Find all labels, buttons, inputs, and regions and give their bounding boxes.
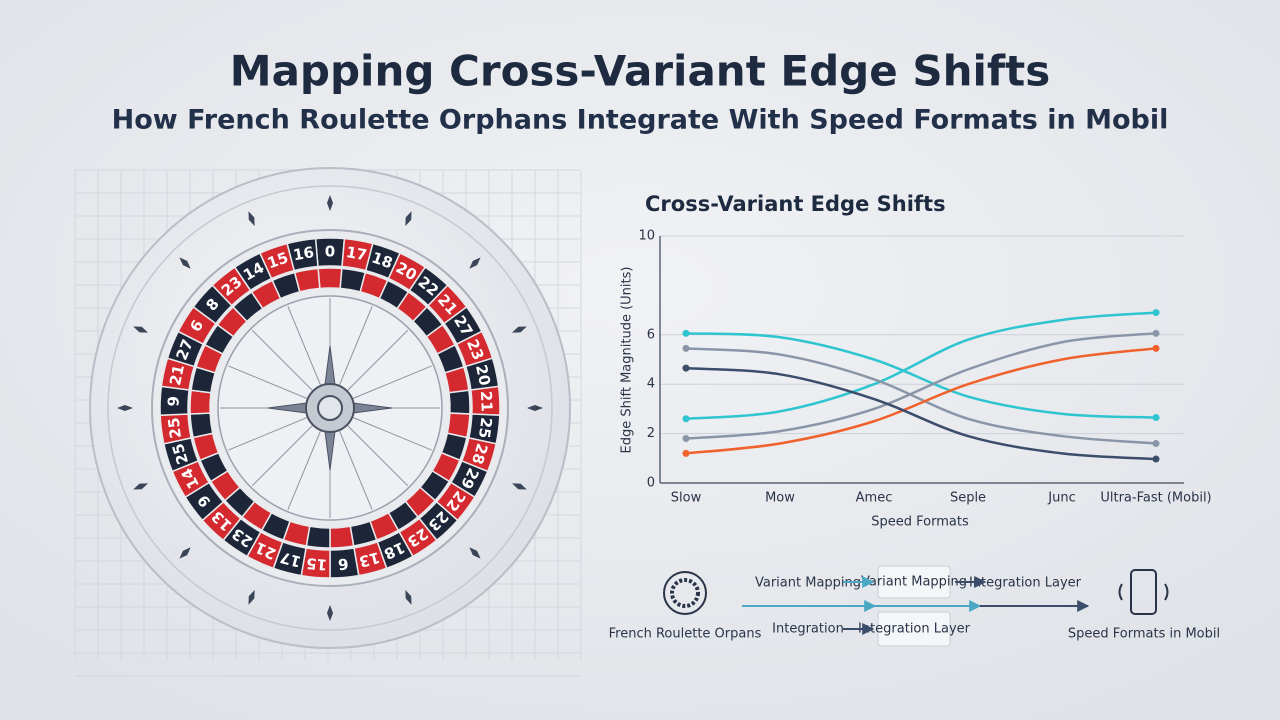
pocket-number: 21 [477, 391, 496, 413]
pocket [286, 237, 319, 272]
end-point [1152, 329, 1160, 337]
y-tick-label: 0 [647, 476, 655, 491]
series-line [685, 366, 1157, 461]
flow-box-label: Integration Layer [858, 622, 971, 637]
end-point [1152, 309, 1160, 317]
diamond [512, 326, 527, 333]
pocket-number: 20 [472, 363, 494, 387]
end-point [1152, 455, 1160, 463]
diamond [179, 547, 191, 559]
end-point [682, 435, 690, 443]
flow-box-label: Variant Mapping [861, 575, 967, 590]
end-point [1152, 439, 1160, 447]
series-line [685, 347, 1157, 455]
wheel-icon [670, 578, 700, 608]
pocket-number: 17 [278, 548, 303, 571]
flow-box [877, 565, 951, 599]
x-tick-label: Amec [856, 491, 893, 506]
diamond [248, 590, 255, 605]
end-point [1152, 344, 1160, 352]
pocket-number: 25 [475, 416, 496, 439]
diamond [327, 195, 333, 211]
flow-diagram: French Roulette Orpans Variant Mapping I… [609, 565, 1220, 647]
flow-source: French Roulette Orpans [609, 627, 762, 642]
diamond [133, 326, 148, 333]
pocket-number: 6 [337, 555, 349, 574]
y-axis-label: Edge Shift Magnitude (Units) [620, 267, 635, 454]
diamond [133, 483, 148, 490]
flow-label: Integration [772, 622, 844, 637]
inner-pocket [448, 389, 471, 415]
signal-icon [1118, 583, 1169, 601]
x-tick-label: Slow [671, 491, 702, 506]
y-tick-label: 2 [647, 426, 655, 441]
diamond [405, 211, 412, 226]
pocket-number: 21 [166, 363, 188, 387]
end-point [682, 329, 690, 337]
wheel-rim [107, 185, 553, 631]
diamond [117, 405, 133, 411]
line-chart: Cross-Variant Edge Shifts Edge Shift Mag… [620, 192, 1212, 530]
pocket-number: 15 [306, 554, 328, 574]
wheel-icon [663, 571, 707, 615]
series-line [685, 311, 1157, 421]
pocket-number: 28 [468, 441, 491, 466]
inner-pocket [293, 267, 321, 293]
y-tick-label: 6 [647, 327, 655, 342]
hub [317, 395, 343, 421]
diamond [248, 211, 255, 226]
pocket-number: 25 [169, 441, 192, 466]
end-point [682, 364, 690, 372]
x-axis-label: Speed Formats [871, 515, 969, 530]
pocket-number: 15 [265, 248, 291, 272]
end-point [682, 449, 690, 457]
inner-pocket [329, 525, 355, 549]
series-line [685, 332, 1157, 419]
diamond [469, 547, 481, 559]
chart-title: Cross-Variant Edge Shifts [645, 192, 946, 216]
inner-pocket [317, 267, 343, 290]
x-tick-label: Seple [950, 491, 986, 506]
inner-pocket [189, 412, 214, 439]
page-title: Mapping Cross-Variant Edge Shifts [230, 47, 1050, 96]
roulette-wheel: 0 17 1820222127232021252829222323181361517… [74, 167, 582, 677]
flow-box [877, 611, 951, 647]
end-point [682, 415, 690, 423]
pocket-number: 13 [357, 548, 382, 571]
x-tick-label: Mow [765, 491, 795, 506]
page-subtitle: How French Roulette Orphans Integrate Wi… [112, 105, 1169, 136]
x-tick-label: Junc [1047, 491, 1075, 506]
diamond [527, 405, 543, 411]
diamond [512, 483, 527, 490]
pocket-number: 9 [164, 396, 182, 407]
pocket-number: 0 [325, 243, 335, 261]
diamond [405, 590, 412, 605]
y-tick-label: 4 [647, 377, 655, 392]
end-point [682, 344, 690, 352]
pocket-number: 18 [369, 248, 395, 272]
diamond [327, 605, 333, 621]
pocket-number: 16 [292, 243, 316, 264]
series-line [685, 347, 1157, 445]
flow-label: Variant Mapping [755, 576, 861, 591]
flow-target: Speed Formats in Mobil [1068, 627, 1220, 642]
series-line [685, 332, 1157, 440]
x-tick-label: Ultra-Fast (Mobil) [1100, 491, 1211, 506]
pocket-number: 17 [345, 243, 369, 264]
diamond [469, 257, 481, 269]
end-point [1152, 414, 1160, 422]
y-tick-label: 10 [638, 229, 655, 244]
phone-icon [1130, 569, 1157, 615]
flow-label: Integration Layer [969, 576, 1082, 591]
inner-pocket [189, 389, 212, 415]
diamond [179, 257, 191, 269]
pocket-number: 25 [165, 416, 186, 439]
